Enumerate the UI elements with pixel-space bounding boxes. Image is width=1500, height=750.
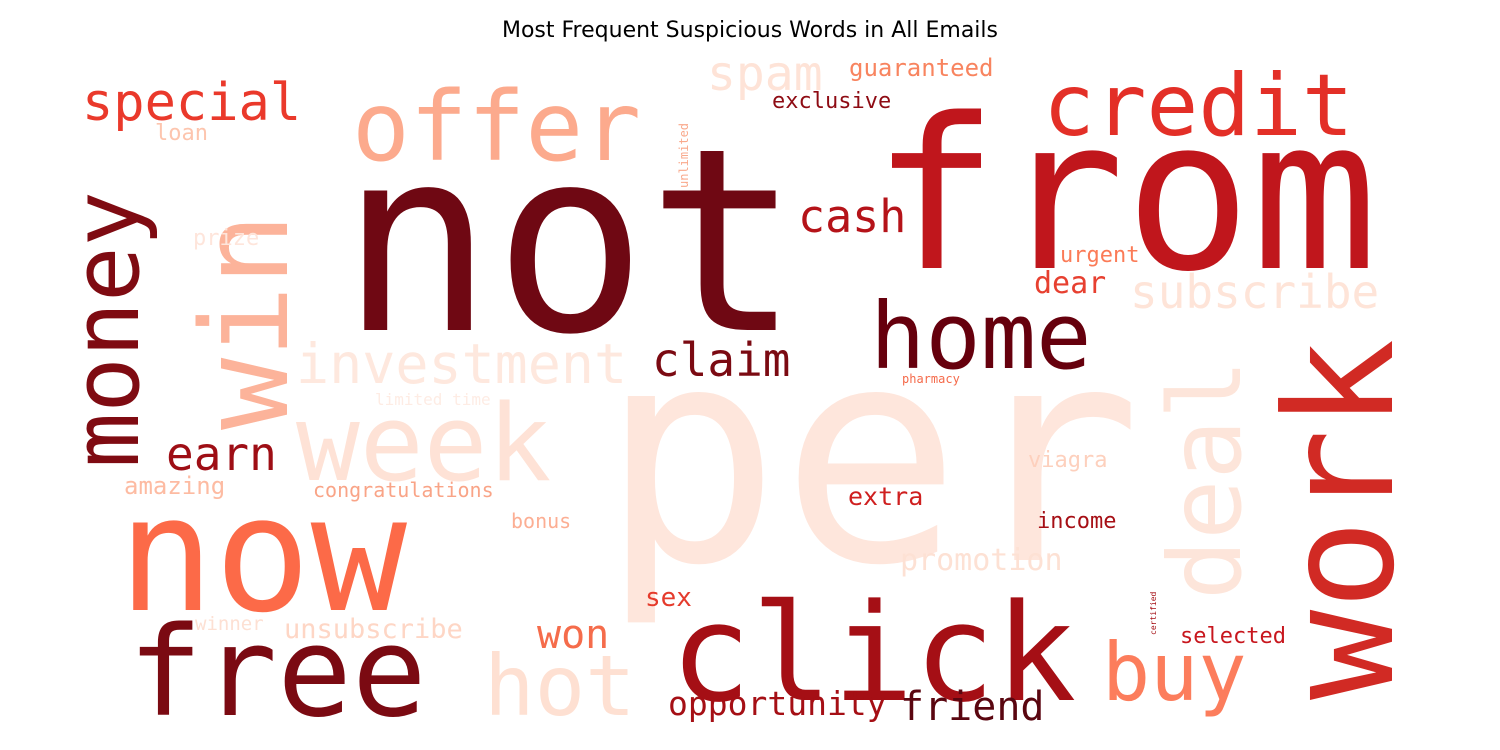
word-cash: cash	[798, 190, 906, 243]
word-urgent: urgent	[1060, 243, 1139, 268]
word-exclusive: exclusive	[772, 89, 891, 114]
word-now: now	[118, 461, 408, 648]
word-not: not	[340, 94, 801, 391]
word-subscribe: subscribe	[1130, 265, 1379, 319]
word-limited-time: limited time	[375, 390, 491, 409]
word-free: free	[128, 601, 427, 745]
word-congratulations: congratulations	[313, 478, 494, 502]
word-viagra: viagra	[1028, 448, 1107, 473]
word-guaranteed: guaranteed	[849, 54, 994, 82]
word-work: work	[1254, 339, 1428, 700]
word-prize: prize	[193, 226, 259, 251]
word-promotion: promotion	[900, 543, 1063, 578]
word-unlimited: unlimited	[677, 123, 691, 188]
word-amazing: amazing	[124, 472, 225, 500]
word-claim: claim	[652, 333, 790, 387]
word-income: income	[1037, 509, 1116, 534]
word-week: week	[296, 382, 551, 505]
word-earn: earn	[166, 427, 277, 481]
word-won: won	[537, 612, 609, 658]
word-click: click	[670, 575, 1076, 732]
word-hot: hot	[484, 637, 636, 735]
word-win: win	[177, 213, 316, 430]
word-credit: credit	[1043, 56, 1354, 156]
chart-title: Most Frequent Suspicious Words in All Em…	[501, 18, 998, 43]
word-special: special	[82, 73, 301, 133]
word-offer: offer	[352, 71, 641, 183]
word-investment: investment	[296, 332, 627, 396]
word-pharmacy: pharmacy	[902, 372, 960, 386]
word-spam: spam	[707, 46, 823, 102]
word-from: from	[872, 73, 1378, 318]
word-bonus: bonus	[511, 509, 571, 533]
word-friend: friend	[900, 684, 1045, 730]
word-selected: selected	[1180, 624, 1286, 649]
word-per: per	[600, 282, 1142, 631]
word-extra: extra	[848, 482, 923, 511]
word-buy: buy	[1102, 626, 1247, 719]
word-winner: winner	[195, 613, 264, 635]
word-money: money	[53, 191, 160, 468]
word-deal: deal	[1147, 359, 1264, 600]
word-dear: dear	[1034, 266, 1106, 301]
word-sex: sex	[645, 583, 692, 613]
word-home: home	[870, 283, 1092, 390]
word-certified: certified	[1149, 591, 1158, 635]
word-loan: loan	[155, 121, 208, 146]
word-opportunity: opportunity	[668, 684, 887, 723]
word-unsubscribe: unsubscribe	[284, 614, 463, 645]
